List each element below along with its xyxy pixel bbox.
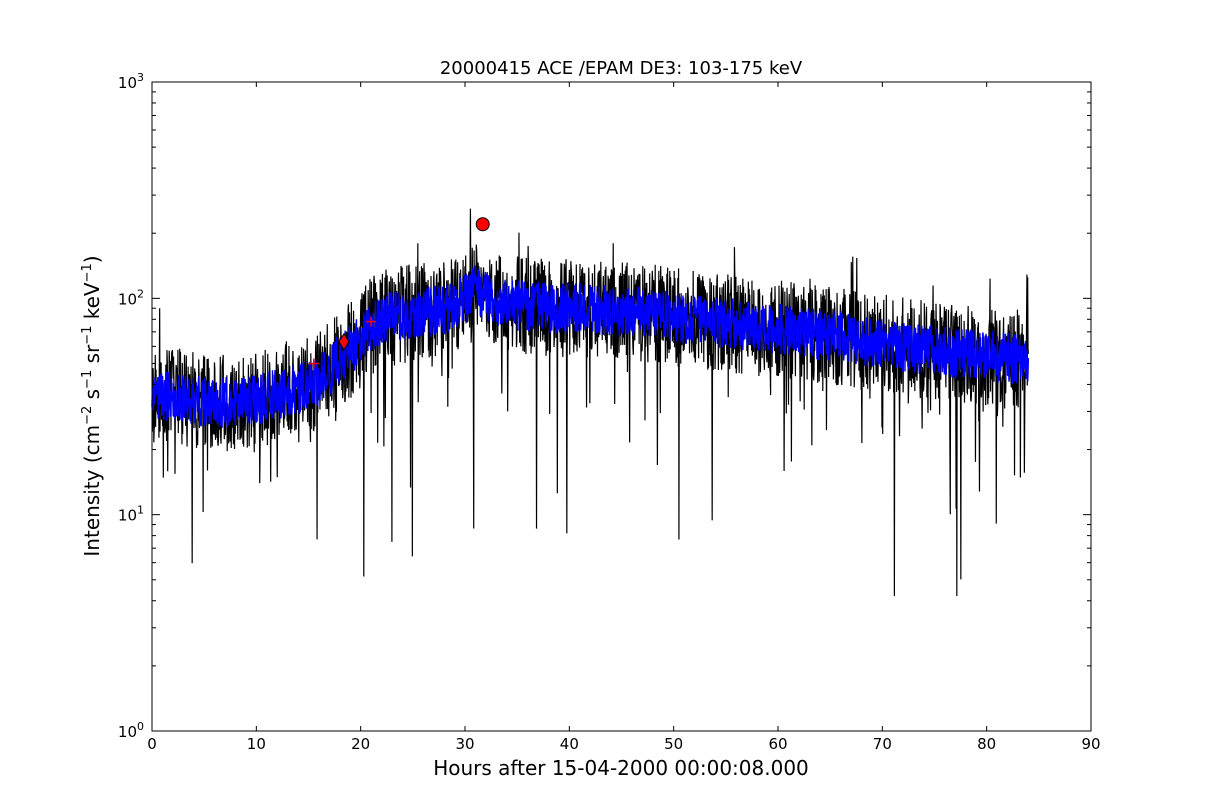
x-tick-label: 70 (873, 735, 892, 753)
series-smoothed-intensity (151, 265, 1030, 428)
onset-marker-diamond (338, 332, 350, 351)
plot-frame (151, 81, 1092, 732)
x-tick-label: 20 (351, 735, 370, 753)
x-tick-label: 80 (977, 735, 996, 753)
y-tick-label: 100 (118, 720, 144, 741)
chart-title: 20000415 ACE /EPAM DE3: 103-175 keV (440, 58, 803, 79)
peak-marker-circle (475, 217, 490, 232)
y-tick-label: 101 (118, 504, 144, 525)
marker-plus-2 (308, 358, 319, 369)
x-tick-label: 50 (664, 735, 683, 753)
x-tick-label: 0 (147, 735, 157, 753)
x-tick-label: 30 (455, 735, 474, 753)
x-tick-label: 90 (1081, 735, 1100, 753)
x-tick-label: 10 (247, 735, 266, 753)
x-tick-label: 40 (560, 735, 579, 753)
y-tick-label: 103 (118, 71, 144, 92)
x-axis-title: Hours after 15-04-2000 00:00:08.000 (433, 756, 809, 780)
marker-plus-3 (366, 316, 377, 327)
y-tick-label: 102 (118, 287, 144, 308)
x-tick-label: 60 (768, 735, 787, 753)
y-axis-title: Intensity (cm−2 s−1 sr−1 keV−1) (80, 255, 104, 556)
